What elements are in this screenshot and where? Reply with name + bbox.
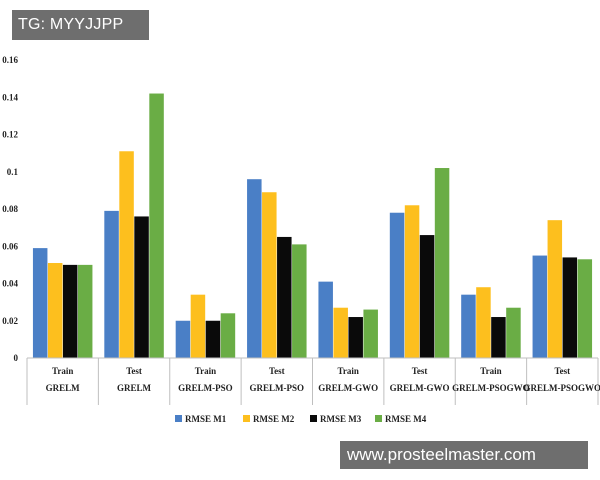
bar-rmse-m2 bbox=[547, 220, 563, 358]
x-tick-label-phase: Train bbox=[195, 366, 216, 376]
bar-rmse-m1 bbox=[461, 294, 476, 358]
x-tick-label-model: GRELM bbox=[117, 383, 152, 393]
legend-label: RMSE M4 bbox=[385, 414, 427, 424]
bar-rmse-m4 bbox=[434, 168, 450, 358]
x-tick-label-phase: Train bbox=[338, 366, 359, 376]
legend-label: RMSE M1 bbox=[185, 414, 227, 424]
bar-rmse-m1 bbox=[532, 255, 548, 358]
y-tick-label: 0.04 bbox=[2, 279, 18, 289]
y-tick-label: 0.08 bbox=[2, 204, 18, 214]
x-tick-label-model: GRELM-PSO bbox=[178, 383, 233, 393]
bar-rmse-m2 bbox=[404, 205, 420, 358]
bar-rmse-m2 bbox=[190, 294, 206, 358]
y-tick-label: 0.02 bbox=[2, 316, 18, 326]
bar-rmse-m4 bbox=[149, 93, 164, 359]
watermark-bottom-right: www.prosteelmaster.com bbox=[340, 441, 588, 469]
bar-rmse-m3 bbox=[205, 320, 221, 358]
x-tick-label-model: GRELM bbox=[46, 383, 81, 393]
bar-rmse-m1 bbox=[32, 248, 48, 358]
bar-rmse-m1 bbox=[247, 179, 262, 358]
bar-rmse-m1 bbox=[318, 281, 333, 358]
x-tick-label-model: GRELM-GWO bbox=[390, 383, 450, 393]
y-tick-label: 0.1 bbox=[7, 167, 19, 177]
legend-label: RMSE M2 bbox=[253, 414, 295, 424]
legend-label: RMSE M3 bbox=[320, 414, 362, 424]
x-tick-label-phase: Test bbox=[269, 366, 285, 376]
x-tick-label-model: GRELM-PSO bbox=[250, 383, 305, 393]
x-tick-label-phase: Test bbox=[554, 366, 570, 376]
legend-swatch bbox=[310, 415, 317, 422]
bar-rmse-m4 bbox=[220, 313, 236, 358]
bar-rmse-m4 bbox=[292, 244, 307, 358]
y-tick-label: 0.12 bbox=[2, 130, 18, 140]
legend-swatch bbox=[375, 415, 382, 422]
bar-rmse-m1 bbox=[104, 210, 119, 358]
bar-rmse-m2 bbox=[262, 192, 277, 358]
legend-swatch bbox=[175, 415, 182, 422]
bar-rmse-m2 bbox=[476, 287, 491, 358]
bar-rmse-m3 bbox=[491, 317, 506, 358]
bar-rmse-m4 bbox=[77, 264, 93, 358]
y-tick-label: 0 bbox=[14, 353, 19, 363]
legend-swatch bbox=[243, 415, 250, 422]
bar-rmse-m4 bbox=[506, 307, 521, 358]
bar-rmse-m3 bbox=[348, 317, 363, 358]
y-tick-label: 0.16 bbox=[2, 55, 18, 65]
bar-rmse-m4 bbox=[363, 309, 378, 358]
x-tick-label-model: GRELM-GWO bbox=[318, 383, 378, 393]
bar-rmse-m3 bbox=[419, 235, 435, 358]
x-tick-label-model: GRELM-PSOGWO bbox=[452, 383, 530, 393]
bar-rmse-m3 bbox=[562, 257, 578, 358]
bar-rmse-m2 bbox=[333, 307, 348, 358]
bar-rmse-m1 bbox=[175, 320, 191, 358]
x-tick-label-phase: Test bbox=[412, 366, 428, 376]
bar-rmse-m3 bbox=[277, 236, 292, 358]
x-tick-label-phase: Train bbox=[480, 366, 501, 376]
x-tick-label-model: GRELM-PSOGWO bbox=[524, 383, 600, 393]
bar-rmse-m3 bbox=[134, 216, 149, 358]
bar-rmse-m4 bbox=[577, 259, 593, 358]
bar-rmse-m3 bbox=[62, 264, 78, 358]
y-tick-label: 0.06 bbox=[2, 241, 18, 251]
bar-rmse-m1 bbox=[389, 212, 405, 358]
x-tick-label-phase: Test bbox=[126, 366, 142, 376]
bar-rmse-m2 bbox=[119, 151, 134, 358]
x-tick-label-phase: Train bbox=[52, 366, 73, 376]
watermark-top-left: TG: MYYJJPP bbox=[12, 10, 149, 40]
bar-rmse-m2 bbox=[47, 263, 63, 358]
y-tick-label: 0.14 bbox=[2, 92, 18, 102]
